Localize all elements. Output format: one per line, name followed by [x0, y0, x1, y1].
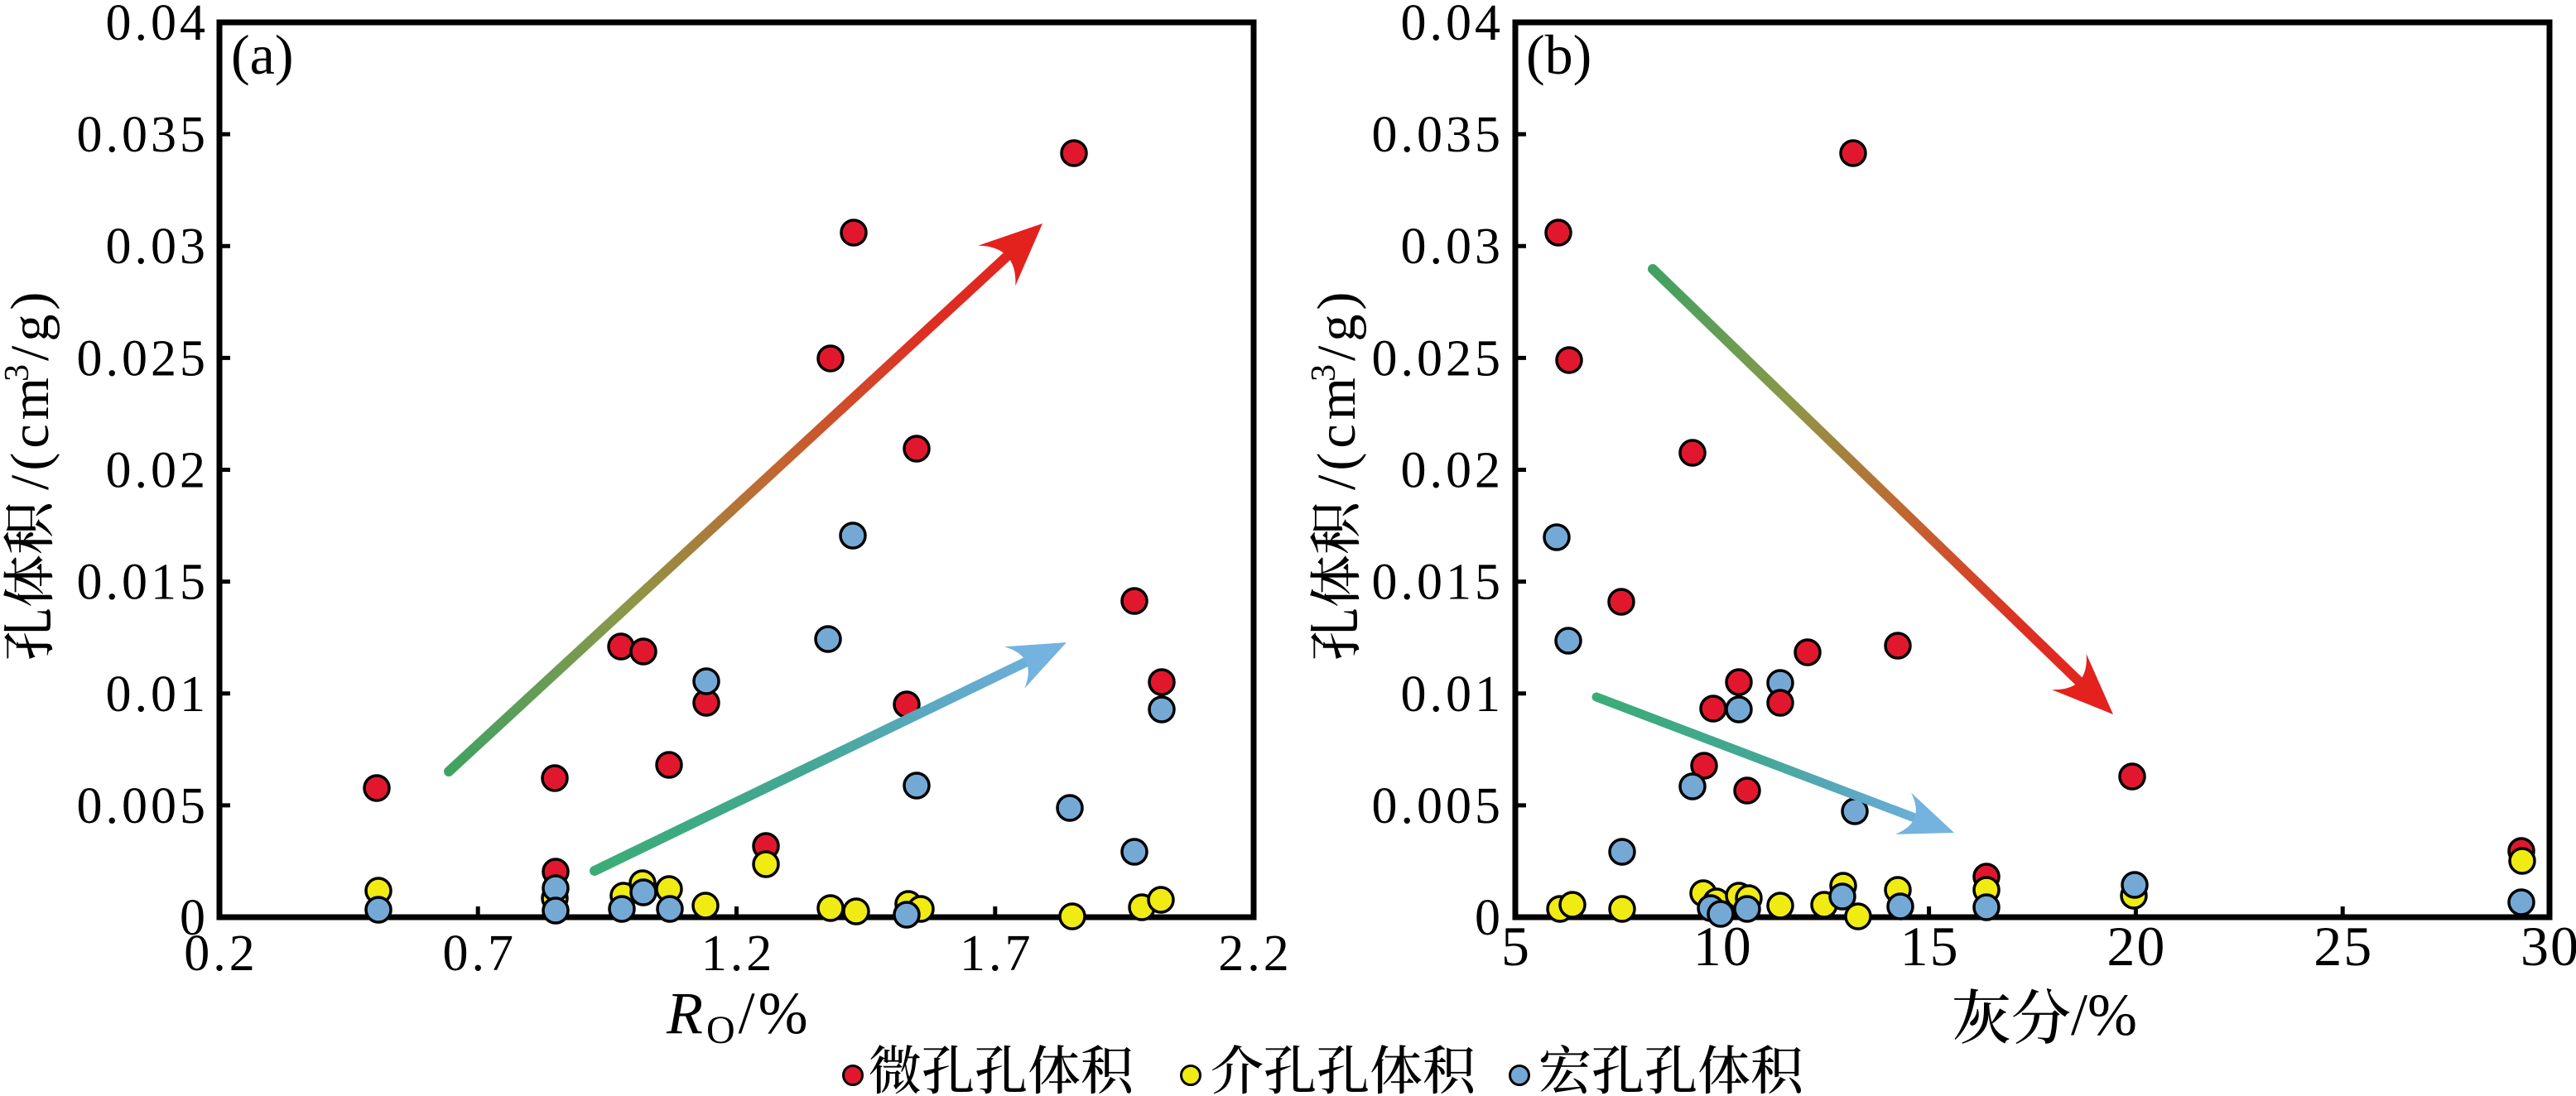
svg-text:0.2: 0.2 [184, 925, 258, 982]
svg-text:0.01: 0.01 [1401, 666, 1505, 723]
svg-text:30: 30 [2521, 915, 2576, 978]
svg-text:0.03: 0.03 [1401, 219, 1505, 275]
svg-text:0.035: 0.035 [1372, 107, 1505, 163]
svg-text:(a): (a) [231, 23, 293, 86]
svg-text:0.005: 0.005 [1372, 778, 1505, 834]
svg-text:0.025: 0.025 [77, 330, 209, 387]
svg-text:0.035: 0.035 [77, 107, 209, 163]
svg-text:5: 5 [1501, 915, 1531, 978]
svg-text:/g): /g) [0, 288, 60, 361]
svg-text:/%: /% [2071, 982, 2137, 1048]
svg-text:2.2: 2.2 [1218, 925, 1293, 982]
svg-text:20: 20 [2107, 915, 2166, 978]
svg-text:0.7: 0.7 [442, 925, 517, 982]
svg-text:RO/%: RO/% [666, 980, 811, 1052]
svg-text:1.2: 1.2 [701, 925, 776, 982]
svg-text:0: 0 [180, 890, 209, 946]
svg-text:0.03: 0.03 [106, 219, 209, 275]
svg-text:0.01: 0.01 [106, 666, 209, 723]
svg-text:0.025: 0.025 [1372, 330, 1505, 387]
svg-text:(b): (b) [1526, 23, 1591, 86]
svg-text:0.02: 0.02 [106, 443, 209, 499]
svg-text:1.7: 1.7 [960, 925, 1034, 982]
svg-text:0.04: 0.04 [106, 0, 209, 51]
svg-text:0.015: 0.015 [77, 555, 209, 611]
svg-text:0: 0 [1475, 890, 1504, 946]
svg-text:25: 25 [2314, 915, 2373, 978]
svg-text:0.04: 0.04 [1401, 0, 1505, 51]
svg-text:/(cm: /(cm [1307, 373, 1367, 490]
svg-text:/g): /g) [1307, 288, 1367, 361]
svg-text:15: 15 [1900, 915, 1960, 978]
svg-text:0.02: 0.02 [1401, 443, 1505, 499]
svg-text:3: 3 [1305, 364, 1343, 382]
svg-text:0.015: 0.015 [1372, 555, 1505, 611]
svg-text:0.005: 0.005 [77, 778, 209, 834]
svg-text:/(cm: /(cm [0, 373, 60, 490]
svg-text:3: 3 [0, 364, 36, 382]
